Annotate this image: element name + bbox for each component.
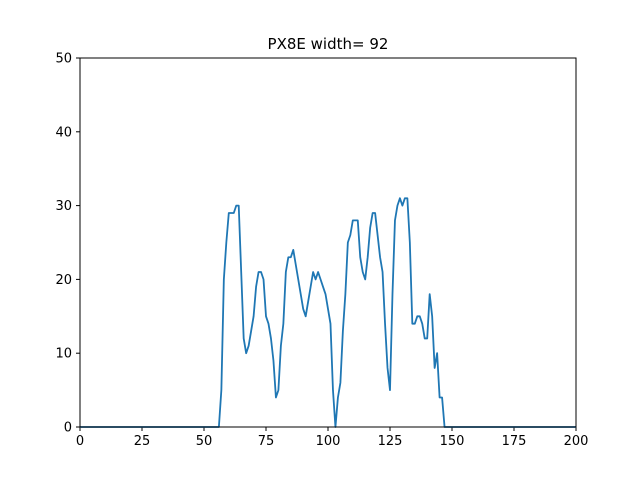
x-tick-label: 25 [134,434,151,449]
x-tick-label: 175 [502,434,527,449]
y-axis: 0 10 20 30 40 50 [55,52,80,436]
y-tick-label: 0 [64,421,72,436]
x-tick-label: 0 [76,434,84,449]
x-tick-label: 150 [440,434,465,449]
y-tick-label: 30 [55,199,72,214]
y-tick-label: 10 [55,347,72,362]
chart-title: PX8E width= 92 [268,35,389,53]
plot-frame [79,57,577,428]
x-tick-label: 100 [316,434,341,449]
y-tick-label: 50 [55,52,72,67]
x-axis: 0 25 50 75 100 125 150 175 200 [76,427,589,449]
x-tick-label: 125 [378,434,403,449]
x-tick-label: 200 [564,434,589,449]
x-tick-label: 75 [258,434,275,449]
x-tick-label: 50 [196,434,213,449]
y-tick-label: 40 [55,125,72,140]
y-tick-label: 20 [55,273,72,288]
